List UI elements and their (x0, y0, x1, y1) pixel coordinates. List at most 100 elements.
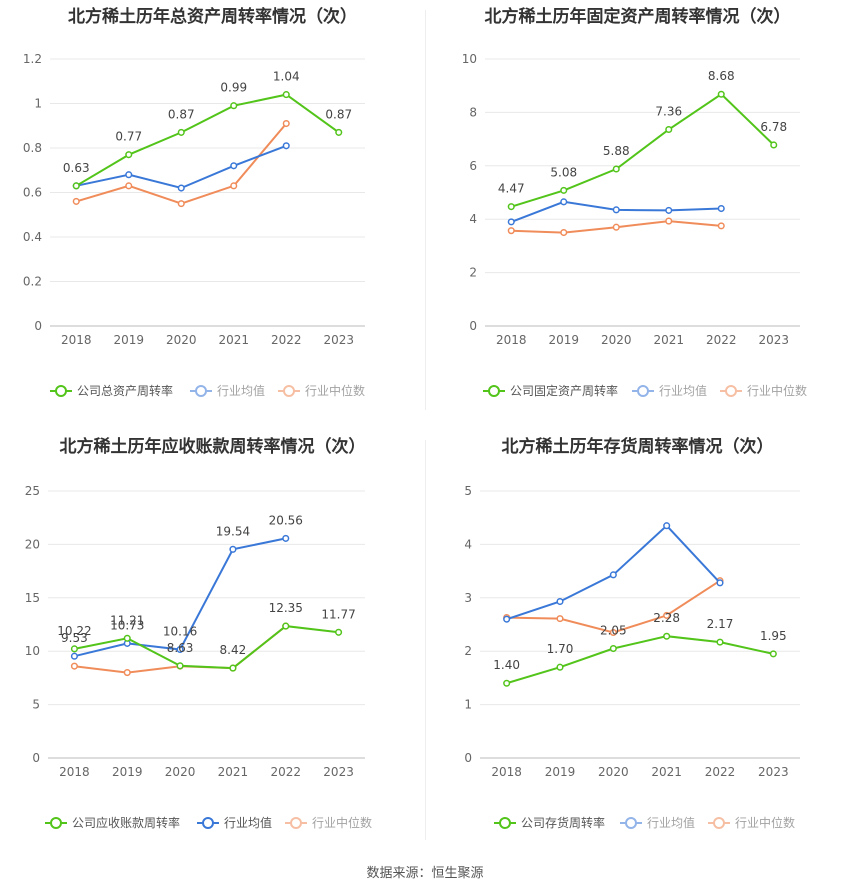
data-point (556, 615, 564, 623)
data-point (123, 634, 131, 642)
y-tick-label: 2 (469, 266, 477, 280)
y-tick-label: 6 (469, 159, 477, 173)
legend-item[interactable]: 公司固定资产周转率 (483, 383, 618, 398)
y-tick-label: 10 (462, 52, 477, 66)
data-label: 7.36 (655, 104, 682, 118)
data-point (665, 217, 673, 225)
legend-label: 行业中位数 (312, 815, 372, 830)
data-point (177, 200, 185, 208)
data-label: 2.28 (653, 611, 680, 625)
data-label: 11.77 (321, 607, 355, 621)
data-label: 5.88 (603, 144, 630, 158)
y-tick-label: 15 (25, 591, 40, 605)
data-point (503, 679, 511, 687)
legend-item[interactable]: 公司存货周转率 (494, 815, 605, 830)
chart-title: 北方稀土历年应收账款周转率情况（次） (59, 437, 366, 457)
legend-label: 行业均值 (217, 383, 265, 398)
data-point (717, 90, 725, 98)
y-tick-label: 0 (32, 751, 40, 765)
data-point (335, 128, 343, 136)
data-source-footer: 数据来源：恒生聚源 (366, 866, 484, 881)
legend-item[interactable]: 行业均值 (190, 383, 265, 398)
data-label: 0.87 (168, 107, 195, 121)
data-point (72, 182, 80, 190)
legend-item[interactable]: 行业中位数 (285, 815, 372, 830)
data-point (230, 102, 238, 110)
y-tick-label: 0.4 (23, 230, 42, 244)
x-tick-label: 2020 (598, 765, 629, 779)
y-tick-label: 3 (464, 591, 472, 605)
data-point (125, 151, 133, 159)
legend-item[interactable]: 公司应收账款周转率 (45, 815, 180, 830)
data-point (665, 206, 673, 214)
x-tick-label: 2020 (601, 333, 632, 347)
legend-label: 行业中位数 (305, 383, 365, 398)
panel-divider (425, 440, 426, 840)
data-point (717, 204, 725, 213)
y-tick-label: 0 (34, 319, 42, 333)
y-tick-label: 4 (469, 212, 477, 226)
legend-marker-icon (499, 817, 511, 829)
legend-item[interactable]: 公司总资产周转率 (50, 383, 173, 398)
data-label: 1.40 (493, 658, 520, 672)
panel-divider (425, 10, 426, 410)
chart-plot: 0 2 4 6 8 10 2018 2019 2020 2021 2022 2023 4.47 5.08 5… (462, 52, 807, 398)
data-label: 10.16 (163, 624, 197, 638)
x-tick-label: 2021 (218, 333, 249, 347)
data-point (609, 628, 617, 637)
data-label: 12.35 (269, 601, 303, 615)
legend-item[interactable]: 行业中位数 (708, 815, 795, 830)
y-tick-label: 10 (25, 644, 40, 658)
series-line (506, 635, 774, 685)
y-tick-label: 25 (25, 484, 40, 498)
chart-plot: 0 1 2 3 4 5 2018 2019 2020 2021 2022 2023 1.40 1.70 2.… (464, 484, 800, 830)
data-label: 0.63 (63, 161, 90, 175)
legend-marker-icon (202, 817, 214, 829)
y-tick-label: 20 (25, 537, 40, 551)
data-point (663, 611, 671, 619)
data-point (769, 650, 777, 658)
legend-item[interactable]: 行业中位数 (278, 383, 365, 398)
legend-label: 公司总资产周转率 (77, 383, 173, 398)
chart-panel-inventory-turnover: 北方稀土历年存货周转率情况（次） 0 1 2 3 4 5 2018 2019 2020 2021 2… (425, 430, 850, 860)
y-tick-label: 0 (464, 751, 472, 765)
chart-panel-receivables-turnover: 北方稀土历年应收账款周转率情况（次） 0 5 10 15 20 25 2018 2019 202… (0, 430, 425, 860)
data-point (335, 628, 343, 636)
legend-marker-icon (725, 385, 737, 397)
x-tick-label: 2019 (548, 333, 579, 347)
data-point (717, 222, 725, 230)
data-point (507, 227, 515, 235)
legend-item[interactable]: 行业均值 (197, 815, 272, 830)
legend-item[interactable]: 行业中位数 (720, 383, 807, 398)
x-tick-label: 2022 (271, 333, 302, 347)
series-line (75, 93, 340, 187)
y-tick-label: 1 (34, 97, 42, 111)
x-tick-label: 2022 (705, 765, 736, 779)
y-tick-label: 5 (32, 698, 40, 712)
data-point (663, 522, 671, 530)
data-label: 5.08 (550, 165, 577, 179)
x-tick-label: 2022 (270, 765, 301, 779)
data-point (282, 534, 290, 542)
chart-title: 北方稀土历年存货周转率情况（次） (501, 437, 774, 457)
series-line (511, 92, 775, 208)
legend-label: 公司固定资产周转率 (510, 383, 618, 398)
data-point (609, 644, 617, 653)
x-tick-label: 2018 (61, 333, 92, 347)
y-tick-label: 8 (469, 105, 477, 119)
data-label: 0.87 (325, 107, 352, 121)
data-point (770, 141, 778, 149)
chart-panel-fixed-asset-turnover: 北方稀土历年固定资产周转率情况（次） 0 2 4 6 8 10 2018 2019 2020 20… (425, 0, 850, 430)
data-label: 0.99 (220, 81, 247, 95)
data-point (229, 545, 237, 553)
x-tick-label: 2021 (651, 765, 682, 779)
legend-item[interactable]: 行业均值 (620, 815, 695, 830)
data-label: 20.56 (269, 513, 303, 527)
legend-item[interactable]: 行业均值 (632, 383, 707, 398)
legend-marker-icon (713, 817, 725, 829)
data-label: 1.04 (273, 70, 300, 84)
data-point (177, 128, 185, 136)
data-point (507, 218, 515, 226)
y-tick-label: 1 (464, 698, 472, 712)
data-point (560, 186, 568, 194)
